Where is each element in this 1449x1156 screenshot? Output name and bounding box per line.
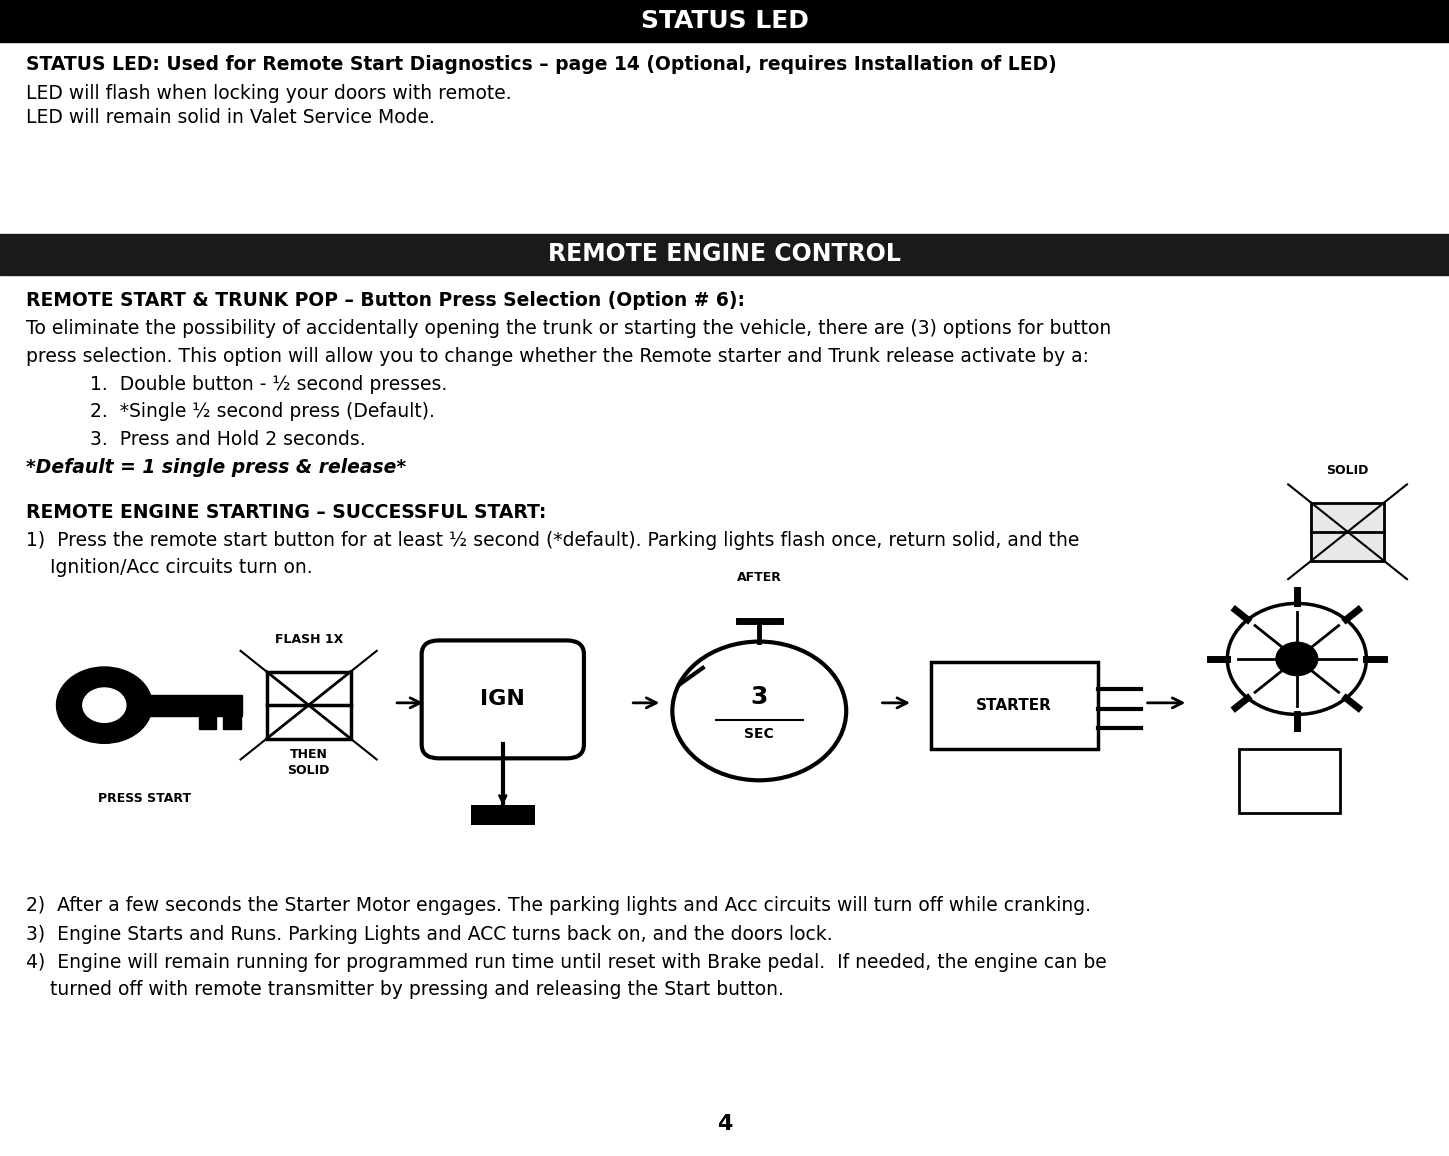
Text: SEC: SEC xyxy=(745,727,774,741)
Text: REMOTE ENGINE CONTROL: REMOTE ENGINE CONTROL xyxy=(548,243,901,266)
Text: 1)  Press the remote start button for at least ½ second (*default). Parking ligh: 1) Press the remote start button for at … xyxy=(26,531,1080,549)
Text: REMOTE START & TRUNK POP – Button Press Selection (Option # 6):: REMOTE START & TRUNK POP – Button Press … xyxy=(26,291,745,310)
Circle shape xyxy=(83,688,126,722)
Bar xyxy=(223,714,241,729)
Text: IGN: IGN xyxy=(481,689,525,710)
Bar xyxy=(0,234,1449,275)
Bar xyxy=(0,0,1449,42)
Text: 1.  Double button - ½ second presses.: 1. Double button - ½ second presses. xyxy=(90,375,448,393)
Text: REMOTE ENGINE STARTING – SUCCESSFUL START:: REMOTE ENGINE STARTING – SUCCESSFUL STAR… xyxy=(26,503,546,521)
Circle shape xyxy=(57,667,152,743)
Text: FLASH 1X: FLASH 1X xyxy=(274,633,343,646)
Text: STATUS LED: Used for Remote Start Diagnostics – page 14 (Optional, requires Inst: STATUS LED: Used for Remote Start Diagno… xyxy=(26,55,1056,74)
Text: 4: 4 xyxy=(717,1113,732,1134)
Text: AFTER: AFTER xyxy=(738,571,781,584)
Text: *Default = 1 single press & release*: *Default = 1 single press & release* xyxy=(26,458,406,476)
Text: 3.  Press and Hold 2 seconds.: 3. Press and Hold 2 seconds. xyxy=(90,430,365,449)
Text: STATUS LED: STATUS LED xyxy=(640,9,809,32)
Text: LED will remain solid in Valet Service Mode.: LED will remain solid in Valet Service M… xyxy=(26,108,435,126)
Text: 4)  Engine will remain running for programmed run time until reset with Brake pe: 4) Engine will remain running for progra… xyxy=(26,953,1107,971)
Text: STARTER: STARTER xyxy=(977,698,1052,712)
Bar xyxy=(471,805,535,825)
Bar xyxy=(267,672,351,739)
Text: PRESS START: PRESS START xyxy=(97,792,191,805)
Bar xyxy=(930,661,1098,749)
Bar xyxy=(199,714,216,729)
Text: turned off with remote transmitter by pressing and releasing the Start button.: turned off with remote transmitter by pr… xyxy=(26,980,784,999)
Text: Ignition/Acc circuits turn on.: Ignition/Acc circuits turn on. xyxy=(26,558,313,577)
Circle shape xyxy=(1277,643,1317,675)
Text: 2.  *Single ½ second press (Default).: 2. *Single ½ second press (Default). xyxy=(90,402,435,421)
Text: SOLID: SOLID xyxy=(1326,465,1369,477)
Text: 3)  Engine Starts and Runs. Parking Lights and ACC turns back on, and the doors : 3) Engine Starts and Runs. Parking Light… xyxy=(26,925,833,943)
Text: 3: 3 xyxy=(751,686,768,709)
Text: press selection. This option will allow you to change whether the Remote starter: press selection. This option will allow … xyxy=(26,347,1090,365)
Text: THEN
SOLID: THEN SOLID xyxy=(287,748,330,777)
Text: To eliminate the possibility of accidentally opening the trunk or starting the v: To eliminate the possibility of accident… xyxy=(26,319,1111,338)
Bar xyxy=(1239,749,1340,813)
Text: LED will flash when locking your doors with remote.: LED will flash when locking your doors w… xyxy=(26,84,511,103)
Bar xyxy=(1311,503,1384,561)
Bar xyxy=(148,695,242,716)
Text: 2)  After a few seconds the Starter Motor engages. The parking lights and Acc ci: 2) After a few seconds the Starter Motor… xyxy=(26,896,1091,914)
